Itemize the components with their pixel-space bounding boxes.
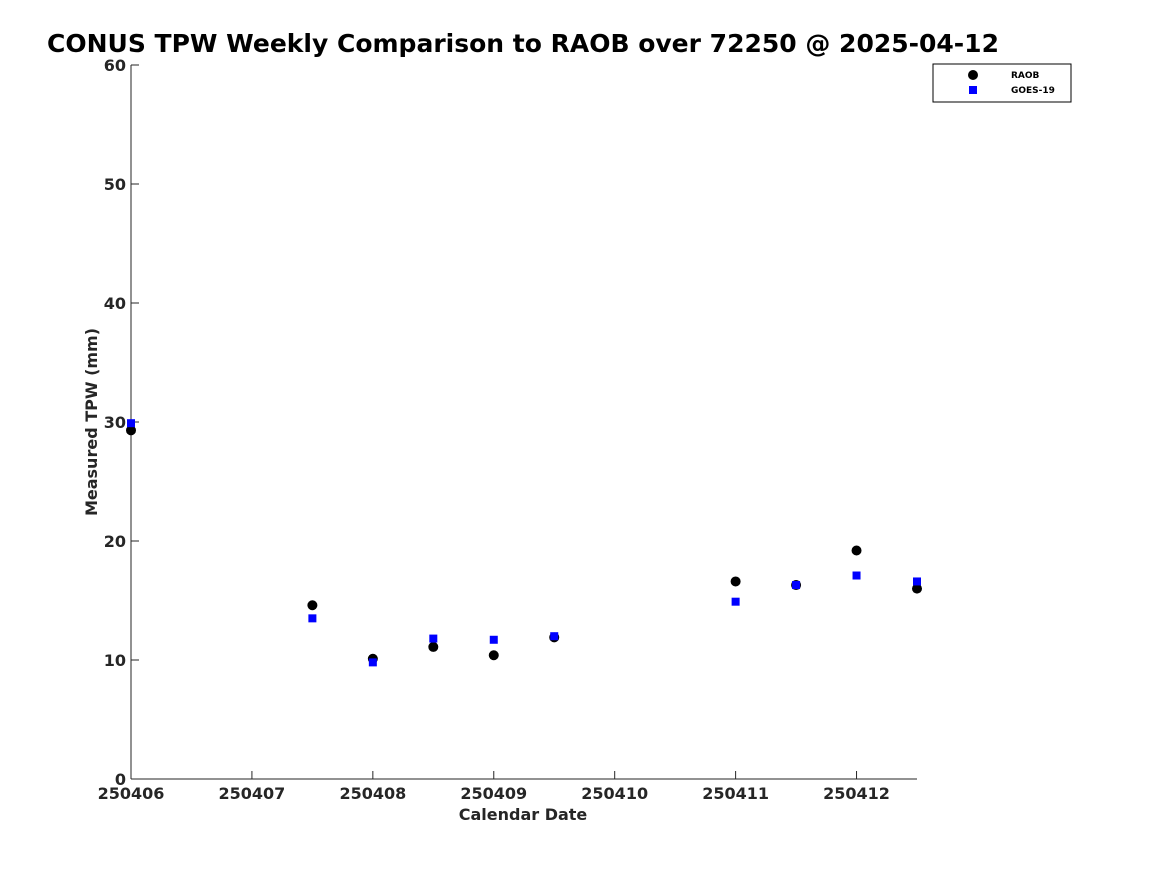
legend-goes-19-label: GOES-19	[1011, 86, 1055, 96]
raob-point	[912, 583, 922, 594]
plot-markers	[126, 419, 922, 667]
x-tick-label: 250408	[339, 784, 406, 803]
goes-19-point	[792, 581, 801, 590]
goes-19-point	[127, 419, 135, 428]
legend: RAOB GOES-19	[932, 63, 1072, 103]
x-tick-label: 250410	[581, 784, 648, 803]
raob-point	[307, 600, 318, 611]
chart-title: CONUS TPW Weekly Comparison to RAOB over…	[47, 29, 999, 58]
goes-19-point	[913, 577, 921, 586]
x-tick-label: 250407	[219, 784, 286, 803]
raob-point	[126, 425, 136, 436]
x-tick-label: 250412	[823, 784, 890, 803]
goes-19-point	[308, 614, 317, 623]
goes-19-point	[368, 658, 377, 667]
goes-19-point	[731, 597, 740, 606]
y-tick-label: 50	[104, 175, 126, 194]
legend-raob-marker	[968, 70, 978, 80]
goes-19-point	[429, 634, 438, 643]
y-tick-label: 40	[104, 294, 126, 313]
y-tick-label: 20	[104, 532, 126, 551]
legend-box	[932, 63, 1072, 103]
x-tick-label: 250411	[702, 784, 769, 803]
x-axis: 250406 250407 250408 250409 250410 250411 2504…	[98, 771, 917, 803]
legend-raob-label: RAOB	[1011, 71, 1040, 81]
raob-point	[428, 641, 439, 652]
y-tick-label: 30	[104, 413, 126, 432]
goes-19-point	[489, 635, 498, 644]
y-tick-label: 10	[104, 651, 126, 670]
goes-19-point	[852, 571, 861, 580]
x-tick-label: 250409	[460, 784, 527, 803]
y-axis-label: Measured TPW (mm)	[82, 328, 101, 516]
goes-19-point	[550, 632, 559, 641]
y-tick-label: 60	[104, 56, 126, 75]
x-axis-label: Calendar Date	[459, 805, 588, 824]
raob-point	[851, 545, 862, 556]
legend-goes-19-marker	[969, 86, 977, 94]
raob-point	[488, 650, 499, 661]
y-axis: 0 10 20 30 40 50 60	[104, 56, 139, 789]
x-tick-label: 250406	[98, 784, 165, 803]
y-tick-label: 0	[115, 770, 126, 789]
raob-point	[730, 576, 741, 587]
